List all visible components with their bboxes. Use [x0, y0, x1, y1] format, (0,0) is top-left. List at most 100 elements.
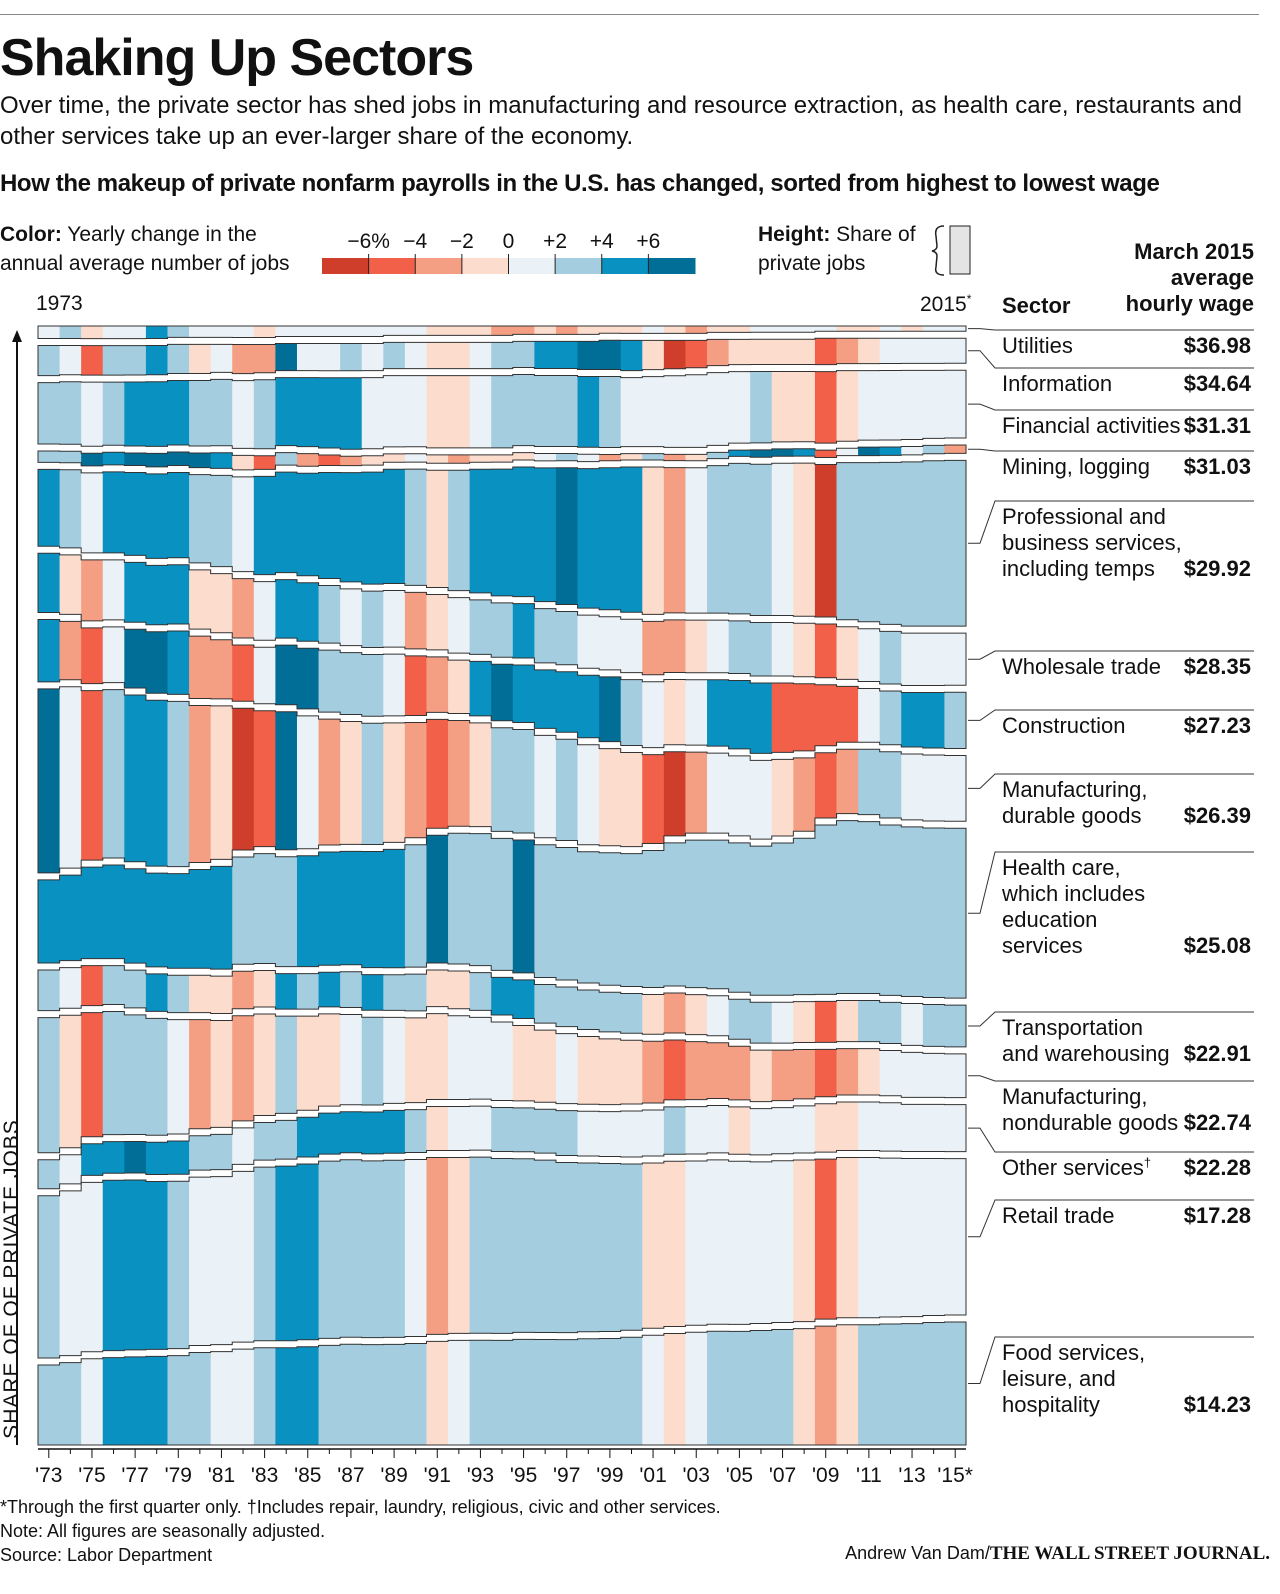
heatmap-cell — [922, 1322, 946, 1445]
heatmap-cell — [296, 1164, 320, 1340]
heatmap-cell — [771, 683, 794, 753]
sector-name-label: Transportation — [1002, 1015, 1143, 1040]
heatmap-cell — [836, 820, 859, 994]
sector-name-label: Information — [1002, 371, 1112, 396]
heatmap-cell — [685, 454, 708, 461]
heatmap-cell — [145, 1018, 169, 1136]
heatmap-cell — [38, 879, 61, 964]
sector-band-outline — [37, 686, 967, 874]
heatmap-cell — [944, 1005, 967, 1047]
heatmap-cell — [555, 1033, 579, 1104]
heatmap-cell — [426, 656, 449, 713]
heatmap-cell — [340, 1014, 363, 1105]
y-axis-label: SHARE OF OF PRIVATE JOBS — [0, 1119, 23, 1439]
heatmap-cell — [814, 1326, 838, 1445]
heatmap-cell — [232, 1349, 255, 1445]
heatmap-cell — [340, 721, 363, 845]
heatmap-cell — [448, 971, 471, 1009]
sector-band-outline — [37, 369, 967, 450]
heatmap-cell — [534, 326, 557, 335]
heatmap-cell — [922, 338, 946, 364]
heatmap-cell — [404, 592, 428, 649]
heatmap-cell — [426, 835, 449, 963]
heatmap-cell — [81, 965, 104, 1006]
heatmap-cell — [318, 585, 341, 644]
sector-wage-value: $22.74 — [1184, 1110, 1252, 1135]
heatmap-cell — [426, 719, 449, 829]
sector-name-label: Construction — [1002, 713, 1126, 738]
color-legend-label: Color: — [0, 223, 62, 246]
sector-wage-value: $17.28 — [1184, 1203, 1251, 1228]
heatmap-cell — [124, 970, 147, 1008]
color-legend-text-2: annual average number of jobs — [0, 252, 290, 275]
heatmap-cell — [383, 1017, 406, 1104]
height-legend-label: Height: — [758, 223, 831, 246]
heatmap-cell — [232, 380, 255, 449]
heatmap-cell — [858, 1048, 881, 1096]
heatmap-cell — [81, 1182, 104, 1352]
heatmap-cell — [59, 469, 82, 548]
heatmap-cell — [685, 1106, 708, 1154]
heatmap-cell — [145, 381, 169, 447]
heatmap-cell — [620, 1164, 643, 1331]
heatmap-cell — [124, 562, 147, 623]
sector-band-outline — [37, 552, 967, 687]
heatmap-cell — [145, 345, 169, 375]
heatmap-cell — [59, 875, 82, 961]
heatmap-cell — [707, 372, 730, 446]
heatmap-cell — [944, 692, 967, 749]
heatmap-cell — [750, 449, 773, 458]
heatmap-cell — [38, 1159, 61, 1189]
heatmap-cell — [124, 629, 147, 688]
heatmap-cell — [232, 1171, 255, 1343]
heatmap-cell — [426, 454, 449, 464]
heatmap-cell — [253, 853, 276, 964]
color-scale-tick-label: −4 — [403, 230, 427, 253]
heatmap-cell — [38, 553, 61, 613]
heatmap-cell — [318, 1345, 341, 1445]
heatmap-cell — [901, 1323, 924, 1445]
heatmap-cell — [750, 1050, 773, 1102]
heatmap-cell — [275, 973, 298, 1010]
heatmap-cell — [253, 1014, 276, 1116]
heatmap-cell — [318, 455, 341, 466]
heatmap-cell — [59, 1015, 82, 1148]
heatmap-cell — [577, 1111, 600, 1157]
heatmap-cell — [555, 375, 579, 447]
heatmap-cell — [38, 1364, 61, 1445]
heatmap-cell — [318, 719, 341, 845]
heatmap-cell — [663, 340, 687, 369]
heatmap-cell — [275, 452, 298, 466]
heatmap-cell — [404, 844, 428, 968]
heatmap-cell — [707, 679, 730, 747]
heatmap-cell — [232, 344, 255, 374]
heatmap-cell — [620, 453, 643, 460]
heatmap-cell — [383, 1110, 406, 1154]
x-axis-tick-label: '09 — [812, 1464, 839, 1487]
heatmap-cell — [361, 1017, 384, 1106]
heatmap-cell — [296, 343, 320, 371]
heatmap-cell — [340, 326, 363, 337]
credit-author: Andrew Van Dam/ — [845, 1543, 990, 1563]
heatmap-cell — [404, 375, 428, 447]
x-axis-tick-label: '89 — [380, 1464, 407, 1487]
heatmap-cell — [922, 1004, 946, 1047]
heatmap-cell — [944, 370, 967, 439]
heatmap-cell — [728, 842, 751, 993]
sector-band-outline — [37, 1011, 967, 1154]
heatmap-cell — [620, 752, 643, 847]
height-key-brace — [931, 225, 945, 276]
heatmap-cell — [620, 679, 643, 746]
heatmap-cell — [555, 1110, 579, 1156]
heatmap-cell — [750, 464, 773, 616]
sector-name-label: Mining, logging — [1002, 454, 1150, 479]
sector-wage-value: $14.23 — [1184, 1392, 1251, 1417]
heatmap-cell — [145, 1142, 169, 1175]
height-key-swatch — [949, 225, 971, 275]
heatmap-cell — [858, 688, 881, 743]
heatmap-cell — [620, 377, 643, 447]
heatmap-cell — [491, 375, 514, 448]
heatmap-cell — [707, 1159, 730, 1325]
heatmap-cell — [814, 1001, 838, 1043]
heatmap-cell — [879, 1002, 902, 1044]
